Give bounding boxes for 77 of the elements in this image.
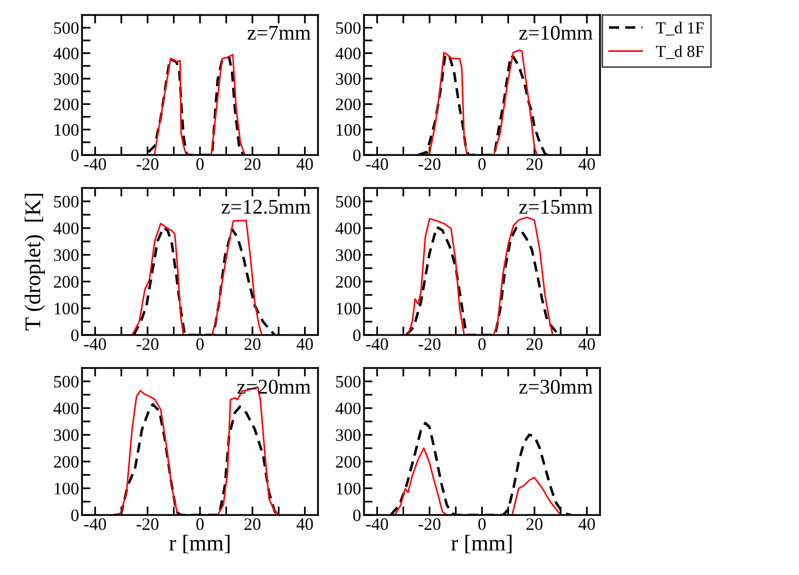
annotation: z=20mm	[237, 380, 311, 394]
x-tick-label: 0	[478, 518, 486, 530]
annotation: z=15mm	[519, 200, 593, 214]
y-tick-label: 0	[71, 329, 79, 342]
y-tick-label: 100	[54, 482, 79, 494]
y-tick-label: 400	[54, 402, 79, 414]
y-tick-label: 0	[353, 149, 361, 162]
x-tick-label: 20	[244, 158, 260, 170]
x-tick-label: -40	[84, 158, 106, 170]
x-tick-label: 20	[526, 338, 542, 350]
x-tick-label: -20	[136, 158, 158, 170]
y-tick-label: 500	[54, 196, 79, 208]
y-tick-label: 100	[336, 124, 361, 136]
x-tick-label: 40	[296, 518, 313, 530]
y-tick-label: 300	[54, 429, 79, 442]
y-tick-label: 300	[336, 73, 361, 85]
y-tick-label: 300	[54, 249, 79, 262]
y-tick-label: 100	[336, 302, 361, 314]
x-tick-label: 0	[196, 338, 204, 350]
y-tick-label: 500	[336, 22, 361, 34]
x-axis-title: r [mm]	[169, 534, 230, 554]
x-tick-label: -40	[366, 158, 388, 170]
x-tick-label: -20	[136, 338, 158, 350]
x-tick-label: 0	[196, 158, 204, 170]
y-tick-label: 300	[336, 429, 361, 442]
annotation: z=30mm	[519, 380, 593, 394]
x-tick-label: 0	[478, 158, 486, 170]
annotation: z=12.5mm	[222, 200, 311, 214]
y-tick-label: 200	[54, 98, 79, 110]
x-tick-label: 0	[196, 518, 204, 530]
x-tick-label: 20	[526, 518, 542, 530]
y-tick-label: 200	[336, 456, 361, 468]
y-tick-label: 0	[353, 509, 361, 522]
y-tick-label: 300	[336, 249, 361, 262]
legend-label: T_d 1F	[656, 22, 704, 36]
y-tick-label: 200	[336, 98, 361, 110]
y-tick-label: 500	[336, 196, 361, 208]
y-axis-title: T (droplet) [K]	[24, 194, 45, 330]
y-tick-label: 0	[71, 149, 79, 162]
x-tick-label: -40	[84, 518, 106, 530]
y-tick-label: 500	[336, 376, 361, 388]
x-tick-label: 40	[578, 338, 595, 350]
x-tick-label: 20	[526, 158, 542, 170]
y-tick-label: 400	[336, 402, 361, 414]
legend-label: T_d 8F	[656, 45, 704, 60]
x-axis-title: r [mm]	[451, 534, 512, 554]
x-tick-label: -20	[136, 518, 158, 530]
y-tick-label: 100	[54, 124, 79, 136]
y-tick-label: 0	[353, 329, 361, 342]
y-tick-label: 200	[54, 276, 79, 288]
y-tick-label: 100	[336, 482, 361, 494]
x-tick-label: -40	[84, 338, 106, 350]
x-tick-label: 20	[244, 518, 260, 530]
y-tick-label: 100	[54, 302, 79, 314]
y-tick-label: 0	[71, 509, 79, 522]
y-tick-label: 400	[336, 48, 361, 60]
y-tick-label: 200	[54, 456, 79, 468]
y-tick-label: 400	[336, 222, 361, 234]
x-tick-label: 40	[296, 338, 313, 350]
y-tick-label: 300	[54, 73, 79, 85]
x-tick-label: 20	[244, 338, 260, 350]
y-tick-label: 400	[54, 48, 79, 60]
x-tick-label: -20	[418, 518, 440, 530]
y-tick-label: 500	[54, 376, 79, 388]
x-tick-label: -40	[366, 518, 388, 530]
x-tick-label: 40	[296, 158, 313, 170]
x-tick-label: -20	[418, 158, 440, 170]
y-tick-label: 500	[54, 22, 79, 34]
x-tick-label: -40	[366, 338, 388, 350]
annotation: z=7mm	[248, 26, 311, 40]
x-tick-label: 40	[578, 158, 595, 170]
x-tick-label: 0	[478, 338, 486, 350]
x-tick-label: -20	[418, 338, 440, 350]
y-tick-label: 200	[336, 276, 361, 288]
y-tick-label: 400	[54, 222, 79, 234]
x-tick-label: 40	[578, 518, 595, 530]
annotation: z=10mm	[519, 26, 593, 40]
